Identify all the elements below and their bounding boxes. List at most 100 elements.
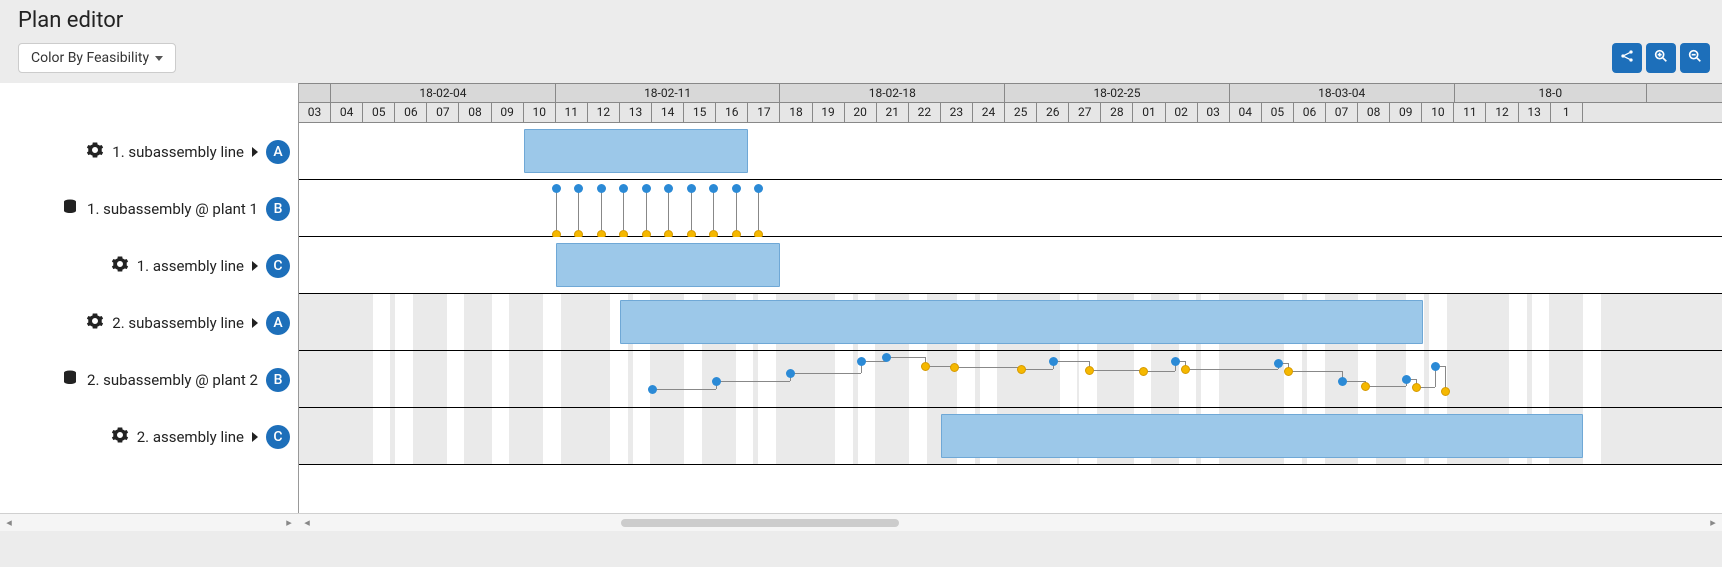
link-dot bbox=[597, 184, 606, 193]
link-dot bbox=[882, 353, 891, 362]
link-dot bbox=[1284, 367, 1293, 376]
day-header-cell: 25 bbox=[1005, 103, 1037, 122]
calendar-stripe bbox=[1429, 351, 1447, 407]
link-dot bbox=[1049, 357, 1058, 366]
week-header-cell: 18-02-11 bbox=[556, 84, 781, 102]
link-line bbox=[1288, 371, 1343, 372]
day-header-cell: 21 bbox=[877, 103, 909, 122]
gantt-row bbox=[299, 180, 1722, 237]
day-header-cell: 04 bbox=[1230, 103, 1262, 122]
calendar-stripe bbox=[1060, 351, 1078, 407]
timeline-scroll-track[interactable] bbox=[316, 519, 1704, 527]
zoom-out-button[interactable] bbox=[1680, 43, 1710, 73]
day-header-cell: 13 bbox=[1519, 103, 1551, 122]
day-header-cell: 20 bbox=[845, 103, 877, 122]
gantt-bar[interactable] bbox=[556, 243, 781, 287]
link-dot bbox=[1181, 365, 1190, 374]
link-line bbox=[1021, 369, 1053, 370]
link-line bbox=[668, 188, 669, 230]
calendar-stripe bbox=[1583, 351, 1601, 407]
color-by-dropdown[interactable]: Color By Feasibility bbox=[18, 43, 176, 73]
gantt-row bbox=[299, 237, 1722, 294]
link-dot bbox=[921, 362, 930, 371]
link-line bbox=[886, 357, 925, 358]
link-line bbox=[1143, 371, 1175, 372]
link-line bbox=[736, 188, 737, 230]
day-header-cell: 03 bbox=[299, 103, 331, 122]
zoom-in-button[interactable] bbox=[1646, 43, 1676, 73]
day-header-cell: 05 bbox=[363, 103, 395, 122]
timeline-scroll-left[interactable]: ◂ bbox=[298, 516, 316, 529]
link-dot bbox=[1441, 387, 1450, 396]
resource-row-header[interactable]: 1. subassembly lineA bbox=[0, 123, 298, 180]
link-dot bbox=[950, 363, 959, 372]
chevron-down-icon bbox=[155, 56, 163, 61]
day-header-cell: 11 bbox=[556, 103, 588, 122]
day-header-cell: 24 bbox=[973, 103, 1005, 122]
week-header-cell: 18-02-04 bbox=[331, 84, 556, 102]
row-badge: B bbox=[266, 368, 290, 392]
share-button[interactable] bbox=[1612, 43, 1642, 73]
left-panel-scroll-right[interactable]: ▸ bbox=[280, 516, 298, 529]
expand-caret-icon[interactable] bbox=[252, 318, 258, 328]
calendar-stripe bbox=[1583, 408, 1601, 464]
link-dot bbox=[786, 369, 795, 378]
zoom-out-icon bbox=[1687, 48, 1703, 68]
calendar-stripe bbox=[736, 351, 754, 407]
gantt-bar[interactable] bbox=[524, 129, 749, 173]
expand-caret-icon[interactable] bbox=[252, 261, 258, 271]
calendar-stripe bbox=[835, 351, 853, 407]
calendar-stripe bbox=[610, 408, 628, 464]
calendar-stripe bbox=[858, 408, 876, 464]
day-header-cell: 03 bbox=[1198, 103, 1230, 122]
link-dot bbox=[687, 184, 696, 193]
calendar-stripe bbox=[684, 408, 702, 464]
day-header-cell: 15 bbox=[684, 103, 716, 122]
day-header-cell: 16 bbox=[716, 103, 748, 122]
timeline-scroll-thumb[interactable] bbox=[621, 519, 899, 527]
gantt-row bbox=[299, 351, 1722, 408]
link-line bbox=[954, 367, 1021, 368]
resource-row-header[interactable]: 2. subassembly line A bbox=[0, 294, 298, 351]
week-header-cell: 18-02-25 bbox=[1005, 84, 1230, 102]
link-dot bbox=[732, 184, 741, 193]
timeline-scroll-right[interactable]: ▸ bbox=[1704, 516, 1722, 529]
day-header-cell: 10 bbox=[524, 103, 556, 122]
resource-row-header[interactable]: 2. subassembly @ plant 2 B bbox=[0, 351, 298, 408]
day-header-cell: 01 bbox=[1133, 103, 1165, 122]
left-panel-scroll-left[interactable]: ◂ bbox=[0, 516, 18, 529]
calendar-stripe bbox=[492, 294, 510, 350]
day-header-cell: 05 bbox=[1262, 103, 1294, 122]
resource-row-header[interactable]: 2. assembly lineC bbox=[0, 408, 298, 465]
resource-row-label: 2. subassembly @ plant 2 bbox=[87, 371, 258, 389]
link-dot bbox=[664, 184, 673, 193]
link-line bbox=[758, 188, 759, 230]
gantt-bar[interactable] bbox=[620, 300, 1423, 344]
day-header-cell: 07 bbox=[427, 103, 459, 122]
row-badge: A bbox=[266, 311, 290, 335]
link-dot bbox=[642, 184, 651, 193]
link-dot bbox=[1017, 365, 1026, 374]
resource-row-header[interactable]: 1. assembly lineC bbox=[0, 237, 298, 294]
calendar-stripe bbox=[1134, 351, 1152, 407]
day-header-cell: 11 bbox=[1454, 103, 1486, 122]
expand-caret-icon[interactable] bbox=[252, 432, 258, 442]
resource-row-label: 2. subassembly line bbox=[112, 314, 244, 332]
calendar-stripe bbox=[447, 294, 465, 350]
link-dot bbox=[648, 385, 657, 394]
calendar-stripe bbox=[758, 408, 776, 464]
day-header-cell: 27 bbox=[1069, 103, 1101, 122]
resource-row-header[interactable]: 1. subassembly @ plant 1B bbox=[0, 180, 298, 237]
calendar-stripe bbox=[957, 351, 975, 407]
day-header-cell: 08 bbox=[1358, 103, 1390, 122]
calendar-stripe bbox=[1583, 294, 1601, 350]
day-header-cell: 09 bbox=[1390, 103, 1422, 122]
row-badge: B bbox=[266, 197, 290, 221]
day-header-cell: 26 bbox=[1037, 103, 1069, 122]
calendar-stripe bbox=[395, 351, 413, 407]
day-header-cell: 23 bbox=[941, 103, 973, 122]
gantt-row bbox=[299, 294, 1722, 351]
gantt-bar[interactable] bbox=[941, 414, 1583, 458]
calendar-stripe bbox=[447, 351, 465, 407]
expand-caret-icon[interactable] bbox=[252, 147, 258, 157]
